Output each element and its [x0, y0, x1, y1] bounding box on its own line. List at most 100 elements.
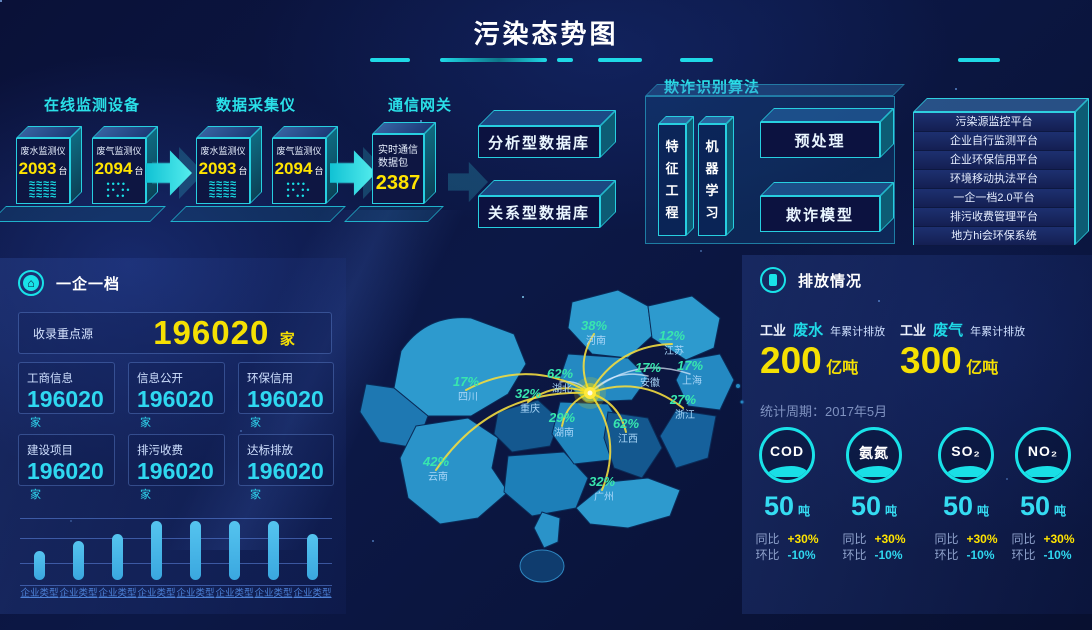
relational-db-slab: 关系型数据库 — [478, 180, 616, 228]
gauge-circle: COD — [759, 427, 815, 483]
wastewater-total: 工业 废水 年累计排放 200 亿吨 — [760, 319, 885, 382]
wastegas-highlight: 废气 — [933, 322, 964, 339]
device-count-unit: 台 — [58, 165, 68, 176]
pollutant-gauge: COD 50 吨同比 +30% 环比 -10% — [744, 427, 830, 564]
province-labels: 38%河南 12%江苏17%上海17%安徽27%浙江62%湖北32%重庆17%四川… — [422, 318, 703, 503]
gauge-circle: NO₂ — [1015, 427, 1071, 483]
box-front-face: 实时通信数据包 2387 — [372, 134, 424, 204]
bar-column: 企业类型 — [293, 505, 332, 601]
enterprise-archive-panel: ⌂ 一企一档 收录重点源 196020 家 工商信息 196020家 信息公开 196… — [0, 258, 346, 614]
wastewater-unit: 亿吨 — [826, 360, 859, 377]
platform-base — [344, 206, 444, 222]
platform-row: 污染源监控平台 — [914, 113, 1074, 132]
platform-row: 一企一档2.0平台 — [914, 189, 1074, 208]
yoy-value: +30% — [1043, 532, 1075, 546]
mom-row: 环比 -10% — [755, 547, 818, 563]
stack-side-face — [1075, 98, 1089, 245]
gateway-packet-label: 实时通信数据包 — [378, 144, 418, 169]
mom-row: 环比 -10% — [934, 547, 997, 563]
emission-panel: 排放情况 工业 废水 年累计排放 200 亿吨 工业 废气 年累计排放 300 … — [742, 255, 1092, 614]
slab-top-face — [478, 180, 616, 196]
pillar-side-face — [686, 116, 694, 236]
bar — [228, 521, 240, 580]
pollutant-unit: 吨 — [798, 504, 811, 518]
stat-unit: 家 — [140, 417, 151, 429]
platform-row: 环境移动执法平台 — [914, 170, 1074, 189]
stat-box: 环保信用 196020 家 — [238, 362, 334, 429]
device-box: 废气监测仪 2094 台 •••• •• •• • •• — [92, 126, 158, 204]
bar-series: 企业类型 企业类型 企业类型 企业类型 企业类型 企业类型 企业类型 企业类型 — [20, 505, 332, 601]
flow-arc — [589, 392, 612, 491]
compare-rows: 同比 +30% 环比 -10% — [1011, 531, 1074, 563]
device-count-number: 2093 — [18, 158, 57, 178]
province-name: 重庆 — [520, 402, 540, 415]
device-count-unit: 台 — [134, 165, 144, 176]
pollutant-name: SO₂ — [951, 443, 981, 459]
wastewater-value: 200 — [760, 340, 822, 381]
flow-arc — [589, 343, 673, 394]
label-fraud-algorithm: 欺诈识别算法 — [664, 79, 761, 96]
preprocess-label: 预处理 — [760, 122, 880, 158]
bar-category-label: 企业类型 — [20, 588, 59, 599]
key-source-count: 196020 — [153, 314, 270, 351]
stat-number: 196020 — [137, 386, 214, 412]
device-name: 废水监测仪 — [20, 145, 66, 156]
pollutant-name: COD — [769, 443, 805, 459]
stat-label: 达标排放 — [247, 445, 293, 457]
flow-arc — [582, 333, 595, 394]
bar-column: 企业类型 — [215, 505, 254, 601]
stat-value: 196020 家 — [247, 386, 325, 431]
wastegas-unit: 亿吨 — [966, 360, 999, 377]
platform-base — [170, 206, 346, 222]
cumulative-suffix: 年累计排放 — [970, 326, 1026, 338]
origin-glow — [574, 377, 606, 409]
province-name: 安徽 — [640, 376, 660, 389]
stat-box: 达标排放 196020 家 — [238, 434, 334, 501]
platform-base — [0, 206, 166, 222]
stat-value: 196020 家 — [27, 386, 106, 431]
gas-dots-icon: •••• •• •• • •• — [286, 178, 312, 201]
mom-value: -10% — [787, 548, 816, 562]
province-percent: 62% — [547, 366, 573, 381]
key-source-unit: 家 — [279, 331, 295, 348]
bar — [306, 534, 318, 580]
stat-number: 196020 — [137, 458, 214, 484]
mom-row: 环比 -10% — [1011, 547, 1074, 563]
feature-engineering-label: 特征工程 — [665, 139, 679, 220]
wave-icon — [766, 466, 808, 477]
stat-number: 196020 — [27, 458, 104, 484]
province-percent: 17% — [677, 358, 703, 373]
yoy-value: +30% — [966, 532, 998, 546]
yoy-value: +30% — [787, 532, 819, 546]
fraud-model-slab: 欺诈模型 — [760, 182, 894, 232]
stat-box: 工商信息 196020 家 — [18, 362, 115, 429]
pollutant-gauges: COD 50 吨同比 +30% 环比 -10% 氨氮 50 吨同比 +30% 环比 -10% SO₂ 50… — [742, 427, 1092, 614]
device-name: 废气监测仪 — [276, 145, 322, 156]
province-percent: 27% — [669, 392, 696, 407]
wastewater-highlight: 废水 — [793, 322, 824, 339]
pollutant-gauge: NO₂ 50 吨同比 +30% 环比 -10% — [1000, 427, 1086, 564]
bar-category-label: 企业类型 — [176, 588, 215, 599]
stat-value: 196020 家 — [137, 458, 216, 503]
platform-row: 排污收费管理平台 — [914, 208, 1074, 227]
stat-value: 196020 家 — [137, 386, 216, 431]
yoy-value: +30% — [874, 532, 906, 546]
device-box: 废气监测仪 2094 台 •••• •• •• • •• — [272, 126, 338, 204]
province-name: 四川 — [458, 392, 478, 403]
stat-unit: 家 — [30, 417, 41, 429]
wave-icon — [1022, 466, 1064, 477]
gauge-circle: SO₂ — [938, 427, 994, 483]
slab-top-face — [478, 110, 616, 126]
pollutant-number: 50 — [1019, 491, 1051, 521]
left-panel-title: 一企一档 — [56, 275, 121, 293]
box-front-face: 废水监测仪 2093 台 ≈≈≈≈ ≈≈≈≈ ≈≈≈≈ — [16, 138, 70, 204]
mom-value: -10% — [966, 548, 995, 562]
compare-rows: 同比 +30% 环比 -10% — [934, 531, 997, 563]
province-name: 浙江 — [675, 409, 695, 421]
bar — [150, 521, 162, 580]
bar-column: 企业类型 — [20, 505, 59, 601]
yoy-label: 同比 — [842, 532, 867, 546]
pollutant-gauge: 氨氮 50 吨同比 +30% 环比 -10% — [831, 427, 917, 564]
province-name: 云南 — [428, 470, 448, 483]
yoy-row: 同比 +30% — [1011, 531, 1074, 547]
